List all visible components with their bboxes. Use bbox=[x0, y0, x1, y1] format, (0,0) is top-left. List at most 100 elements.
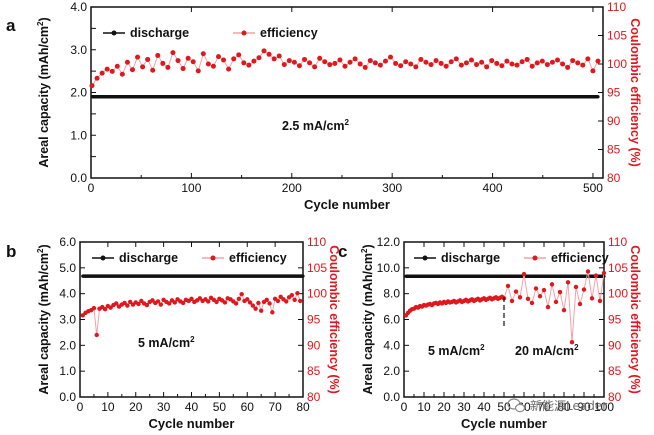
efficiency-point bbox=[197, 296, 203, 301]
discharge-point bbox=[195, 274, 199, 278]
x-tick-label: 80 bbox=[296, 400, 310, 414]
y2-tick-label: 90 bbox=[607, 114, 621, 128]
discharge-point bbox=[120, 274, 124, 278]
efficiency-point bbox=[580, 62, 586, 68]
discharge-point bbox=[532, 95, 536, 99]
discharge-point bbox=[149, 95, 154, 99]
discharge-point bbox=[490, 95, 494, 99]
efficiency-point bbox=[172, 300, 177, 305]
discharge-point bbox=[220, 274, 224, 278]
discharge-point bbox=[307, 95, 311, 99]
discharge-point bbox=[341, 95, 345, 99]
efficiency-point bbox=[569, 340, 575, 345]
efficiency-point bbox=[170, 50, 176, 56]
efficiency-point bbox=[245, 297, 250, 302]
discharge-point bbox=[293, 274, 297, 278]
y2-tick-label: 105 bbox=[608, 261, 628, 275]
x-tick-label: 30 bbox=[457, 400, 471, 414]
discharge-point bbox=[145, 274, 149, 278]
current-density-sup: 2 bbox=[480, 343, 485, 352]
discharge-point bbox=[430, 95, 434, 99]
y-tick-label: 0.0 bbox=[383, 390, 400, 404]
efficiency-point bbox=[539, 58, 545, 64]
discharge-point bbox=[273, 274, 277, 278]
discharge-point bbox=[201, 274, 205, 278]
discharge-point bbox=[231, 274, 235, 278]
discharge-point bbox=[596, 95, 600, 99]
discharge-point bbox=[400, 95, 404, 99]
y-tick-label: 2.0 bbox=[383, 364, 400, 378]
x-axis-title: Cycle number bbox=[461, 416, 547, 431]
x-tick-label: 70 bbox=[268, 400, 282, 414]
legend-discharge-label: discharge bbox=[119, 251, 178, 265]
y-tick-label: 10.0 bbox=[377, 261, 401, 275]
efficiency-point bbox=[463, 60, 469, 66]
y2-axis-title: Coulombic efficiency (%) bbox=[628, 18, 642, 167]
discharge-point bbox=[254, 274, 258, 278]
x-tick-label: 100 bbox=[181, 181, 201, 195]
y2-tick-label: 105 bbox=[607, 29, 627, 43]
efficiency-point bbox=[423, 59, 429, 65]
efficiency-point bbox=[281, 62, 287, 68]
efficiency-point bbox=[231, 56, 237, 62]
series-efficiency bbox=[80, 290, 303, 338]
panel-letter: c bbox=[338, 242, 347, 261]
efficiency-point bbox=[517, 295, 523, 300]
efficiency-point bbox=[418, 56, 424, 62]
discharge-point bbox=[131, 274, 135, 278]
efficiency-point bbox=[332, 60, 338, 66]
discharge-point bbox=[103, 95, 107, 99]
y-axis-title-text: Areal capacity (mAh/cm bbox=[361, 253, 375, 395]
efficiency-point bbox=[124, 59, 130, 65]
discharge-point bbox=[262, 274, 266, 278]
discharge-point bbox=[128, 274, 132, 278]
discharge-point bbox=[209, 274, 213, 278]
y-tick-label: 5.0 bbox=[59, 261, 76, 275]
efficiency-point bbox=[256, 300, 261, 306]
discharge-point bbox=[276, 274, 280, 278]
x-tick-label: 40 bbox=[185, 400, 199, 414]
x-axis-title: Cycle number bbox=[149, 416, 235, 431]
efficiency-point bbox=[372, 60, 378, 66]
efficiency-point bbox=[302, 56, 308, 62]
efficiency-point bbox=[190, 59, 196, 65]
discharge-point bbox=[245, 274, 249, 278]
y2-tick-label: 85 bbox=[608, 364, 622, 378]
y-tick-label: 2.0 bbox=[70, 86, 87, 100]
discharge-point bbox=[362, 95, 366, 99]
discharge-point bbox=[405, 95, 409, 99]
efficiency-point bbox=[185, 55, 191, 61]
discharge-point bbox=[294, 95, 298, 99]
discharge-point bbox=[213, 95, 217, 99]
legend-efficiency-label: efficiency bbox=[229, 251, 287, 265]
efficiency-point bbox=[284, 299, 289, 304]
efficiency-point bbox=[590, 68, 596, 74]
series-efficiency bbox=[89, 48, 601, 89]
efficiency-point bbox=[524, 56, 530, 62]
legend-efficiency-marker bbox=[210, 255, 216, 261]
discharge-point bbox=[498, 95, 502, 99]
y2-tick-label: 95 bbox=[607, 86, 621, 100]
y-axis-title-sup: 2 bbox=[36, 248, 45, 253]
y-axis-title: Areal capacity (mAh/cm2) bbox=[360, 244, 375, 394]
efficiency-point bbox=[443, 63, 449, 69]
efficiency-point bbox=[275, 298, 281, 304]
legend-discharge-label: discharge bbox=[130, 26, 189, 40]
discharge-point bbox=[295, 274, 300, 278]
discharge-point bbox=[358, 95, 362, 99]
efficiency-point bbox=[114, 63, 120, 69]
efficiency-point bbox=[233, 301, 239, 306]
efficiency-point bbox=[136, 301, 141, 307]
discharge-point bbox=[579, 95, 583, 99]
efficiency-point bbox=[352, 56, 358, 62]
discharge-point bbox=[158, 95, 162, 99]
discharge-point bbox=[260, 95, 264, 99]
efficiency-point bbox=[549, 282, 555, 287]
efficiency-point bbox=[155, 52, 161, 58]
discharge-point bbox=[95, 274, 99, 278]
discharge-point bbox=[137, 95, 141, 99]
efficiency-point bbox=[258, 308, 264, 313]
discharge-point bbox=[267, 274, 272, 278]
efficiency-point bbox=[222, 300, 228, 305]
discharge-point bbox=[167, 274, 171, 278]
